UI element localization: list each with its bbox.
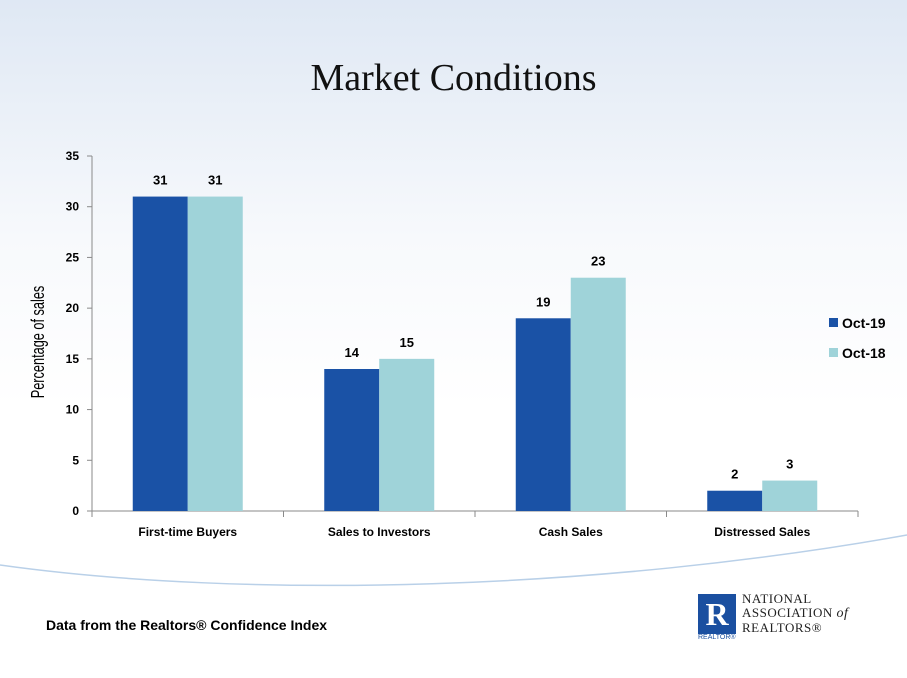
bar (762, 480, 818, 511)
logo-wordmark: NATIONAL ASSOCIATION of REALTORS® (742, 592, 848, 635)
source-footnote: Data from the Realtors® Confidence Index (46, 617, 328, 633)
bar-chart: Percentage of sales 0 5 10 15 20 25 30 35 First-… (28, 149, 886, 539)
legend-label: Oct-19 (842, 315, 886, 331)
bar (187, 196, 243, 512)
data-label: 31 (153, 173, 167, 188)
legend-swatch (829, 348, 838, 357)
y-tick-label: 35 (66, 149, 80, 163)
y-tick-label: 15 (66, 352, 80, 366)
bar (515, 318, 571, 511)
x-tick-label: Distressed Sales (714, 525, 810, 539)
legend-swatch (829, 318, 838, 327)
y-tick-label: 20 (66, 301, 80, 315)
logo-line-3: REALTORS® (742, 620, 823, 635)
logo-of: of (836, 606, 849, 621)
data-label: 3 (786, 457, 793, 472)
legend-label: Oct-18 (842, 345, 886, 361)
bar (379, 358, 435, 511)
nar-logo: R REALTOR® NATIONAL ASSOCIATION of REALT… (698, 592, 878, 642)
logo-line-2: ASSOCIATION (742, 605, 833, 620)
chart-title: Market Conditions (310, 57, 597, 99)
data-label: 19 (536, 294, 550, 309)
logo-line-1: NATIONAL (742, 591, 812, 606)
data-label: 15 (400, 335, 414, 350)
y-tick-label: 10 (66, 403, 80, 417)
y-tick-label: 25 (66, 250, 80, 264)
bar (570, 277, 626, 511)
data-label: 31 (208, 173, 222, 188)
x-tick-label: First-time Buyers (138, 525, 237, 539)
bar (324, 369, 380, 511)
x-tick-label: Sales to Investors (328, 525, 431, 539)
data-label: 14 (345, 345, 360, 360)
bar (132, 196, 188, 512)
x-tick-label: Cash Sales (539, 525, 603, 539)
y-tick-label: 5 (72, 453, 79, 467)
data-label: 23 (591, 254, 605, 269)
y-tick-label: 30 (66, 200, 80, 214)
bar (707, 490, 763, 511)
realtor-r-icon: R (698, 594, 736, 634)
y-axis-label: Percentage of sales (28, 286, 49, 399)
data-label: 2 (731, 467, 738, 482)
logo-realtor-mark: REALTOR® (698, 634, 736, 641)
y-tick-label: 0 (72, 504, 79, 518)
